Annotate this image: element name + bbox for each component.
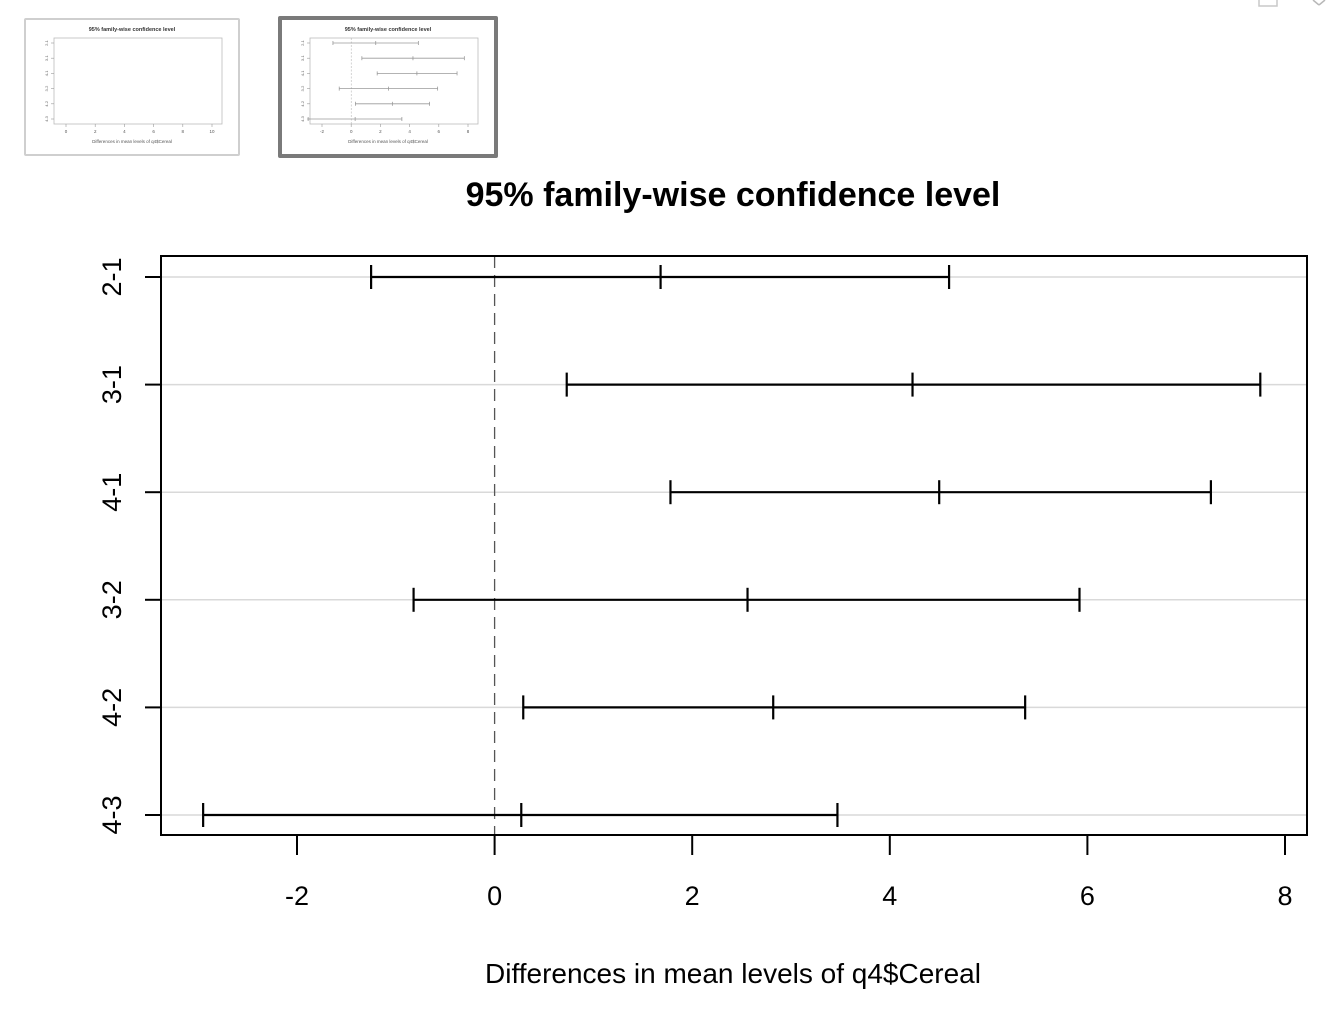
x-tick-label-0: 0	[487, 881, 502, 911]
thumb-2-title: 95% family-wise confidence level	[345, 27, 432, 33]
x-axis-label: Differences in mean levels of q4$Cereal	[485, 958, 981, 989]
y-tick-label-3-1: 3-1	[97, 365, 127, 404]
thumbnail-chart-2: 95% family-wise confidence level -2 0 2 4 6 8 2…	[300, 27, 479, 144]
y-tick-label-4-3: 4-3	[97, 795, 127, 834]
interval-2-1	[370, 265, 951, 289]
y-axis: 2-1 3-1 4-1 3-2 4-2 4-3	[97, 257, 161, 835]
thumb-1-y-tick-label-2-1: 2-1	[44, 39, 49, 46]
thumb-1-y-tick-label-3-2: 3-2	[44, 85, 49, 92]
plot-area-border	[160, 255, 1308, 836]
interval-4-1	[669, 480, 1213, 505]
x-axis: -2 0 2 4 6 8	[285, 835, 1293, 911]
thumb-1-y-tick-label-4-1: 4-1	[44, 70, 49, 77]
thumb-2-x-tick-label--2: -2	[320, 129, 324, 134]
thumb-2-x-tick-label-0: 0	[350, 129, 353, 134]
thumb-2-x-tick-label-8: 8	[467, 129, 470, 134]
x-tick-label--2: -2	[285, 881, 309, 911]
y-tick-label-2-1: 2-1	[97, 257, 127, 296]
thumb-2-xlabel: Differences in mean levels of q4$Cereal	[348, 139, 428, 144]
thumb-2-y-tick-label-2-1: 2-1	[300, 39, 305, 46]
thumb-1-title: 95% family-wise confidence level	[89, 27, 176, 33]
thumb-2-x-tick-label-6: 6	[438, 129, 441, 134]
y-tick-label-4-1: 4-1	[97, 473, 127, 512]
interval-3-2	[412, 587, 1081, 612]
thumb-2-y-tick-label-4-2: 4-2	[300, 100, 305, 107]
y-tick-label-4-2: 4-2	[97, 688, 127, 727]
x-tick-label-6: 6	[1080, 881, 1095, 911]
gridlines	[161, 276, 1307, 816]
x-tick-label-4: 4	[882, 881, 897, 911]
thumb-1-y-tick-label-4-3: 4-3	[44, 115, 49, 122]
chart-title: 95% family-wise confidence level	[466, 176, 1001, 214]
thumb-1-y-tick-label-4-2: 4-2	[44, 100, 49, 107]
expand-icon[interactable]	[1256, 0, 1282, 8]
plot-thumbnail-2-selected[interactable]: 95% family-wise confidence level -2 0 2 4 6 8 2…	[278, 16, 498, 158]
y-tick-label-3-2: 3-2	[97, 580, 127, 619]
thumb-1-x-tick-label-0: 0	[65, 129, 68, 134]
thumb-2-y-tick-label-3-2: 3-2	[300, 85, 305, 92]
interval-4-3	[202, 803, 839, 827]
thumb-2-y-tick-label-3-1: 3-1	[300, 55, 305, 62]
plot-thumbnail-1[interactable]: 95% family-wise confidence level 0 2 4 6 8 10 2…	[24, 18, 240, 156]
thumb-1-x-tick-label-2: 2	[94, 129, 97, 134]
thumb-2-x-tick-label-2: 2	[379, 129, 382, 134]
thumb-1-x-tick-label-6: 6	[152, 129, 155, 134]
interval-4-2	[522, 695, 1027, 720]
thumb-2-y-tick-label-4-1: 4-1	[300, 70, 305, 77]
x-tick-label-8: 8	[1277, 881, 1292, 911]
interval-3-1	[565, 372, 1262, 397]
thumb-1-plot-border	[53, 37, 223, 125]
thumb-1-x-tick-label-4: 4	[123, 129, 126, 134]
thumb-1-x-tick-label-8: 8	[182, 129, 185, 134]
thumb-1-x-tick-label-10: 10	[209, 129, 215, 134]
thumb-1-xlabel: Differences in mean levels of q4$Cereal	[92, 139, 172, 144]
x-tick-label-2: 2	[685, 881, 700, 911]
thumb-2-y-tick-label-4-3: 4-3	[300, 115, 305, 122]
thumb-2-plot-border	[309, 37, 479, 125]
close-icon[interactable]	[1310, 0, 1328, 8]
thumb-2-x-tick-label-4: 4	[408, 129, 411, 134]
confidence-intervals	[202, 265, 1262, 827]
thumbnail-chart-1: 95% family-wise confidence level 0 2 4 6 8 10 2…	[44, 27, 223, 144]
thumb-1-y-tick-label-3-1: 3-1	[44, 55, 49, 62]
